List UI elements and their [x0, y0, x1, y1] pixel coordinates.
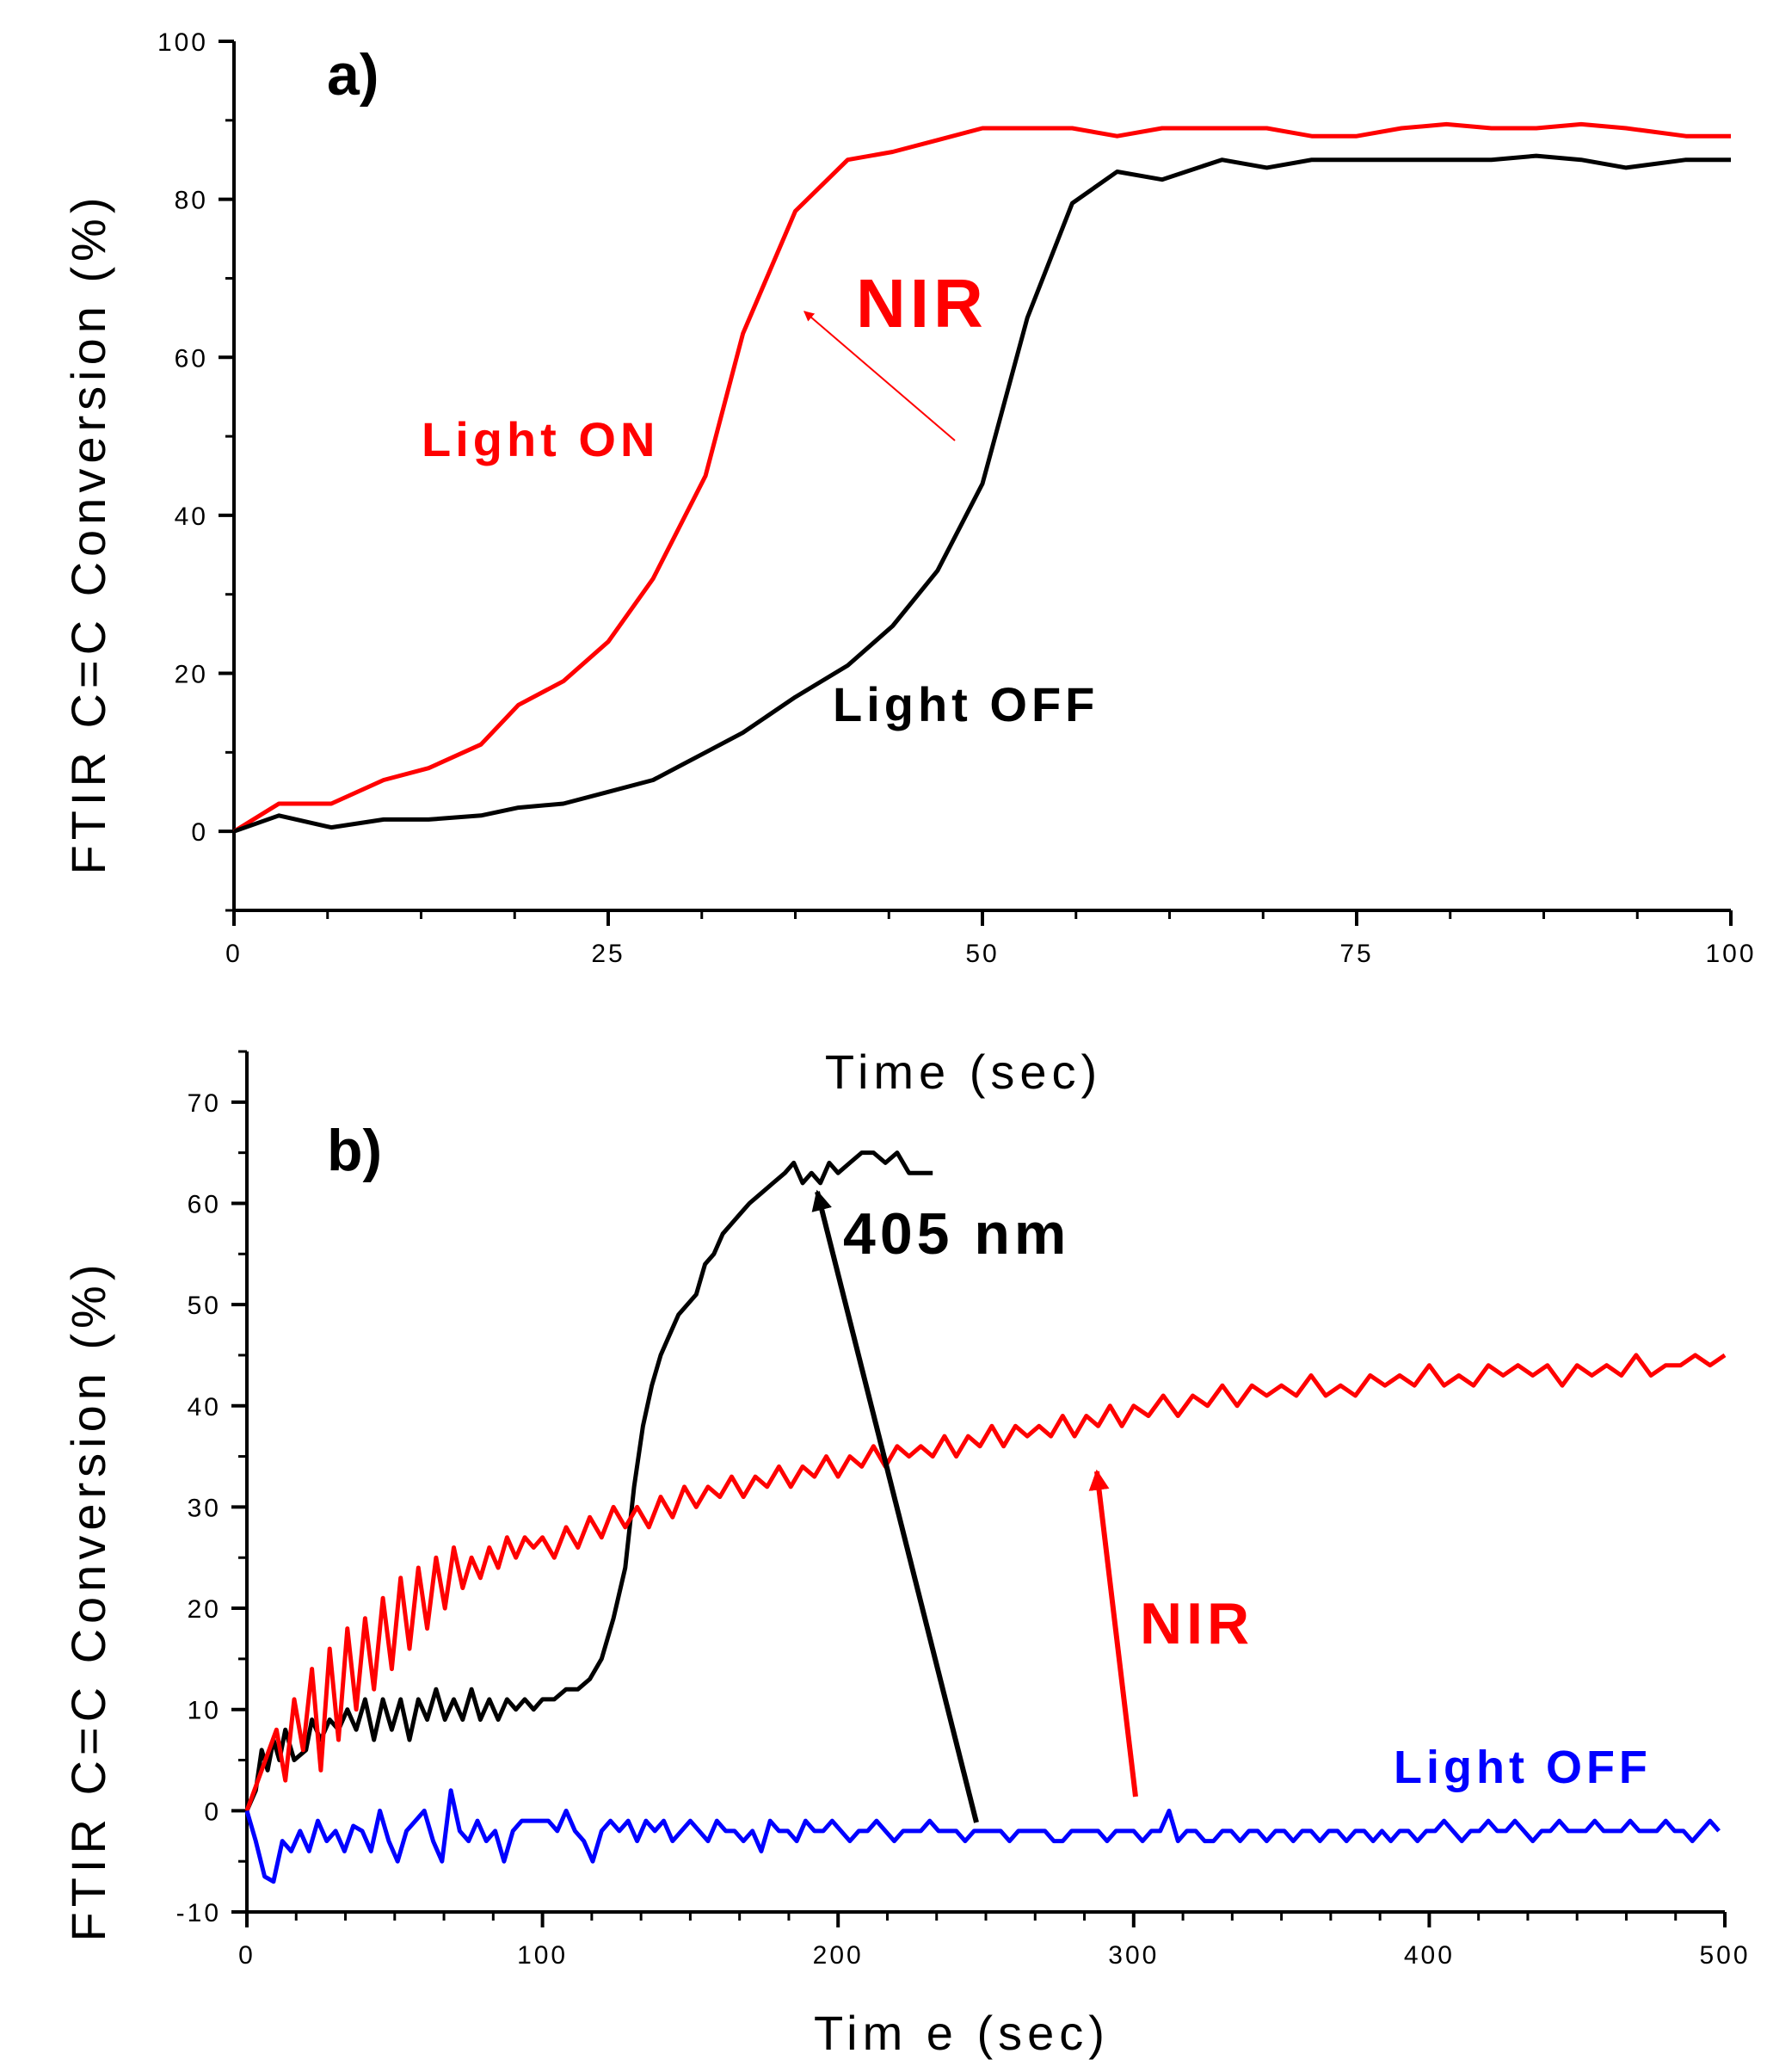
- y-tick-label: 0: [191, 818, 208, 847]
- annotation-light-off-b: Light OFF: [1394, 1742, 1652, 1793]
- x-tick-label: 0: [238, 1941, 256, 1970]
- x-tick-label: 100: [517, 1941, 568, 1970]
- x-tick-label: 100: [1705, 940, 1756, 968]
- panel-b: 0 100 200 300 400 500 -10 0 10 20 30 40 50 60 70 b) T…: [61, 1050, 1750, 2060]
- annotation-light-off-a: Light OFF: [833, 677, 1099, 731]
- y-tick-label: 50: [188, 1292, 221, 1320]
- x-tick-label: 500: [1699, 1941, 1750, 1970]
- annotation-light-on: Light ON: [422, 412, 659, 466]
- y-tick-label: 30: [188, 1494, 221, 1522]
- y-tick-label: 40: [175, 503, 208, 531]
- arrow-nir-a: [803, 311, 956, 441]
- y-tick-label: 20: [188, 1595, 221, 1624]
- y-tick-label: 40: [188, 1393, 221, 1421]
- panel-b-x-axis: 0 100 200 300 400 500: [238, 1910, 1750, 1970]
- arrow-nir-b: [1088, 1469, 1138, 1798]
- x-tick-label: 300: [1108, 1941, 1159, 1970]
- y-tick-label: 70: [188, 1089, 221, 1118]
- x-tick-label: 400: [1404, 1941, 1455, 1970]
- x-tick-label: 50: [965, 940, 999, 968]
- arrow-405nm: [811, 1189, 979, 1823]
- annotation-nir-b: NIR: [1140, 1591, 1253, 1656]
- y-tick-label: 100: [157, 28, 208, 57]
- y-tick-label: 60: [188, 1190, 221, 1218]
- y-tick-label: 0: [204, 1798, 221, 1826]
- panel-a-x-axis-title: Time (sec): [825, 1045, 1102, 1099]
- panel-b-y-axis: -10 0 10 20 30 40 50 60 70: [176, 1050, 249, 1927]
- x-tick-label: 200: [813, 1941, 864, 1970]
- x-tick-label: 0: [225, 940, 243, 968]
- y-tick-label: 60: [175, 344, 208, 373]
- y-tick-label: -10: [176, 1899, 221, 1927]
- series-line-light-off: [244, 1788, 1721, 1884]
- x-tick-label: 75: [1339, 940, 1373, 968]
- series-line-light-on: [232, 121, 1731, 834]
- annotation-nir-a: NIR: [856, 265, 988, 342]
- y-tick-label: 10: [188, 1697, 221, 1725]
- panel-a: 0 25 50 75 100 0 20 40 60 80 100 a) Time (sec) FT…: [61, 28, 1756, 1099]
- y-tick-label: 80: [175, 187, 208, 215]
- panel-a-label: a): [327, 42, 379, 108]
- panel-a-series: [232, 121, 1731, 834]
- panel-b-label: b): [327, 1118, 382, 1183]
- panel-b-y-axis-title: FTIR C=C Conversion (%): [61, 1259, 115, 1941]
- annotation-405nm: 405 nm: [843, 1201, 1070, 1267]
- panel-a-y-axis: 0 20 40 60 80 100: [157, 28, 236, 912]
- x-tick-label: 25: [591, 940, 625, 968]
- y-tick-label: 20: [175, 661, 208, 689]
- series-line-light-off: [233, 153, 1731, 834]
- panel-a-x-axis: 0 25 50 75 100: [225, 909, 1756, 968]
- panel-b-x-axis-title: Tim e (sec): [814, 2006, 1110, 2060]
- panel-a-y-axis-title: FTIR C=C Conversion (%): [61, 192, 115, 874]
